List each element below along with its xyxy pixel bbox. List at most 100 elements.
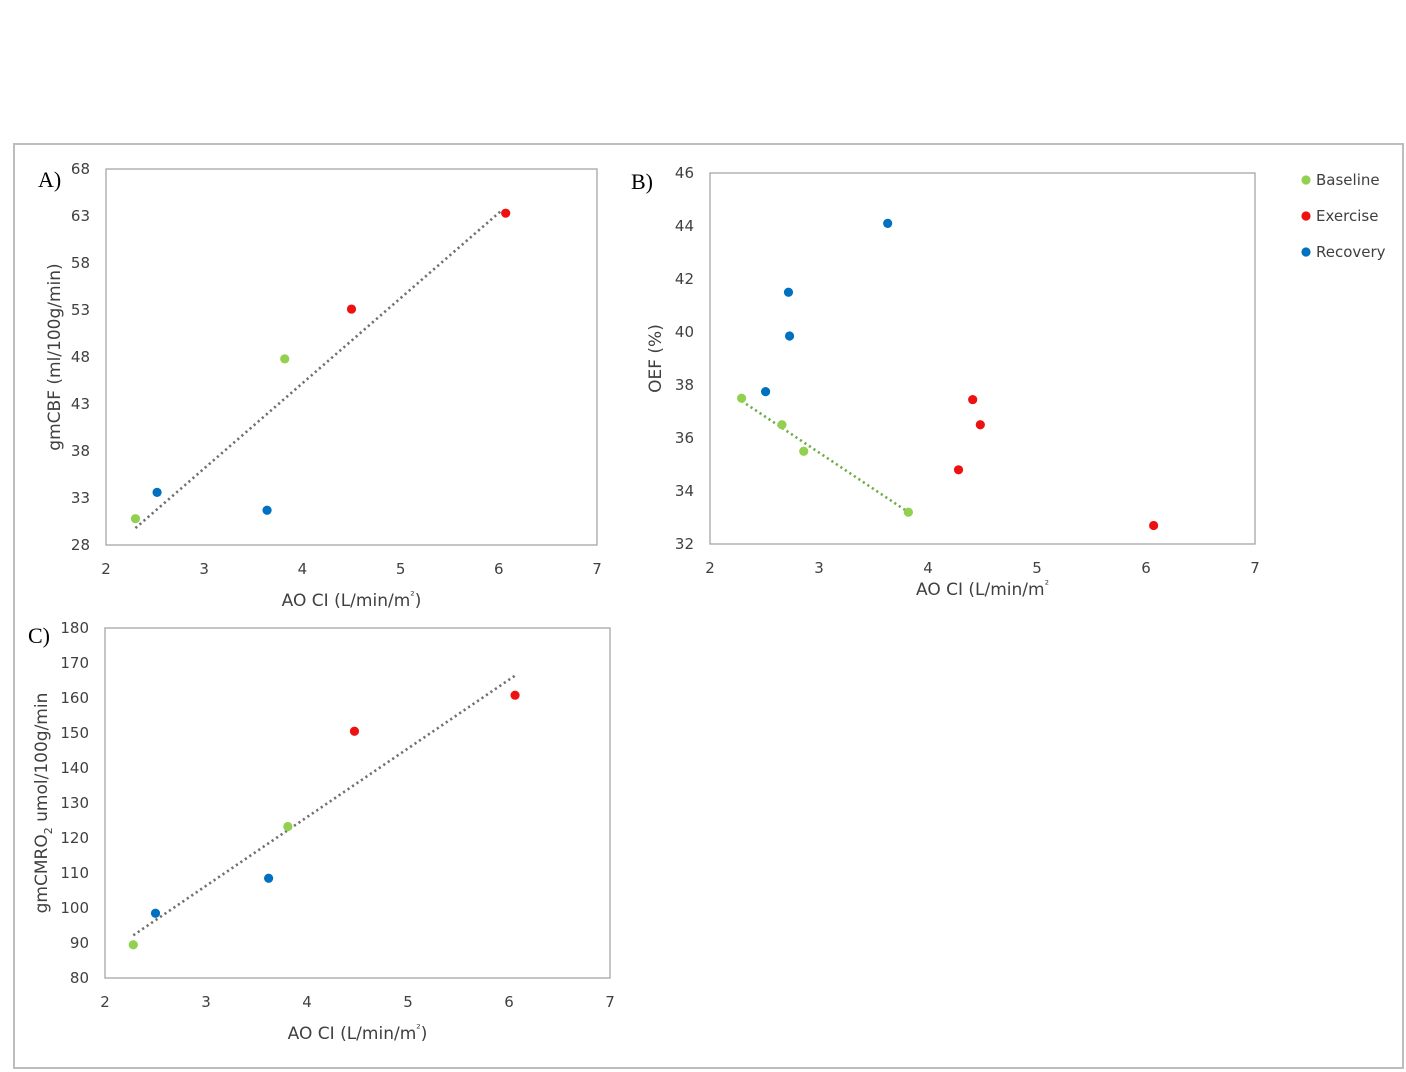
y-axis-title-subscript: 2 <box>42 827 55 834</box>
x-axis-title-text: AO CI (L/min/m <box>288 1024 417 1044</box>
trendline <box>132 674 516 937</box>
data-point-recovery <box>264 873 274 883</box>
x-tick-label: 4 <box>302 993 312 1011</box>
y-tick-label: 28 <box>71 536 90 554</box>
legend-marker-baseline <box>1301 175 1311 185</box>
y-tick-label: 160 <box>60 689 89 707</box>
legend-label-exercise: Exercise <box>1316 207 1378 225</box>
data-point-baseline <box>903 507 913 517</box>
y-axis-title: gmCMRO2 umol/100g/min <box>32 693 55 914</box>
y-axis-title: OEF (%) <box>646 324 666 393</box>
y-tick-label: 38 <box>71 442 90 460</box>
x-tick-label: 6 <box>1141 559 1151 577</box>
y-tick-label: 150 <box>60 724 89 742</box>
x-axis-title-text: AO CI (L/min/m <box>282 591 411 611</box>
data-point-exercise <box>953 465 964 475</box>
x-axis-title-text-end: ) <box>415 591 422 611</box>
data-point-exercise <box>510 690 520 700</box>
plot-area <box>105 168 598 546</box>
data-point-baseline <box>280 354 290 364</box>
data-point-baseline <box>777 420 787 430</box>
x-tick-label: 2 <box>100 993 110 1011</box>
data-point-recovery <box>152 487 162 497</box>
x-axis-title: AO CI (L/min/m²) <box>288 1022 428 1044</box>
y-tick-label: 63 <box>71 207 90 225</box>
data-point-exercise <box>975 420 985 430</box>
data-point-baseline <box>799 446 809 456</box>
y-tick-label: 58 <box>71 254 90 272</box>
plot-area <box>709 172 1256 545</box>
x-tick-label: 7 <box>605 993 615 1011</box>
data-point-recovery <box>262 505 272 515</box>
panel-label: C) <box>28 623 50 648</box>
x-axis-title-text: AO CI (L/min/m <box>916 580 1045 600</box>
x-tick-label: 5 <box>1032 559 1042 577</box>
chart-panel-c: 80 90 100 110 120 130 140 150 160 170 180 2 3 4 5 6 7 AO … <box>28 619 615 1044</box>
data-point-recovery <box>760 387 771 397</box>
x-tick-label: 5 <box>403 993 413 1011</box>
data-point-baseline <box>128 940 138 950</box>
data-point-exercise <box>349 726 360 736</box>
y-tick-label: 34 <box>675 482 694 500</box>
y-tick-label: 36 <box>675 429 694 447</box>
x-tick-label: 4 <box>298 560 308 578</box>
x-tick-label: 3 <box>814 559 824 577</box>
y-tick-label: 120 <box>60 829 89 847</box>
legend: Baseline Exercise Recovery <box>1301 171 1386 261</box>
x-tick-label: 4 <box>923 559 933 577</box>
x-tick-label: 5 <box>396 560 406 578</box>
x-tick-label: 7 <box>1250 559 1260 577</box>
x-tick-label: 6 <box>504 993 514 1011</box>
x-axis-title: AO CI (L/min/m²) <box>282 589 422 611</box>
y-tick-label: 53 <box>71 301 90 319</box>
y-tick-label: 46 <box>675 164 694 182</box>
x-tick-label: 3 <box>201 993 211 1011</box>
x-tick-label: 6 <box>494 560 504 578</box>
y-tick-label: 100 <box>60 899 89 917</box>
data-point-exercise <box>1149 520 1159 531</box>
data-point-recovery <box>883 218 893 228</box>
y-tick-label: 32 <box>675 535 694 553</box>
y-axis-title-text-end: umol/100g/min <box>32 693 52 828</box>
x-axis-title-text-end: ) <box>421 1024 428 1044</box>
y-tick-label: 170 <box>60 654 89 672</box>
panel-label: A) <box>38 167 61 192</box>
legend-marker-exercise <box>1301 211 1311 221</box>
y-tick-label: 42 <box>675 270 694 288</box>
data-point-exercise <box>501 208 511 218</box>
data-point-exercise <box>346 304 357 314</box>
x-axis-title-superscript: ² <box>410 589 414 602</box>
legend-label-baseline: Baseline <box>1316 171 1380 189</box>
y-axis-title-text: gmCMRO <box>32 834 52 913</box>
y-tick-label: 140 <box>60 759 89 777</box>
y-tick-label: 48 <box>71 348 90 366</box>
data-point-baseline <box>737 393 747 403</box>
x-tick-label: 2 <box>705 559 715 577</box>
data-point-recovery <box>784 331 795 341</box>
panel-label: B) <box>631 169 653 194</box>
y-tick-label: 44 <box>675 217 694 235</box>
data-point-exercise <box>968 394 978 405</box>
data-point-baseline <box>130 514 141 524</box>
y-tick-label: 40 <box>675 323 694 341</box>
trendline <box>740 399 910 514</box>
x-tick-label: 2 <box>101 560 111 578</box>
plot-area <box>104 627 611 979</box>
y-tick-label: 180 <box>60 619 89 637</box>
chart-panel-a: 28 33 38 43 48 53 58 63 68 2 3 4 5 6 7 AO CI (L/min/m²)… <box>38 160 602 611</box>
y-tick-label: 130 <box>60 794 89 812</box>
data-point-baseline <box>283 821 293 832</box>
y-tick-label: 38 <box>675 376 694 394</box>
data-point-recovery <box>783 287 794 297</box>
x-tick-label: 3 <box>199 560 209 578</box>
x-axis-title-superscript: ² <box>1045 578 1049 591</box>
y-axis-title: gmCBF (ml/100g/min) <box>45 263 65 450</box>
y-tick-label: 110 <box>60 864 89 882</box>
y-tick-label: 33 <box>71 489 90 507</box>
y-tick-label: 43 <box>71 395 90 413</box>
y-tick-label: 90 <box>70 934 89 952</box>
legend-marker-recovery <box>1301 247 1311 257</box>
x-axis-title-superscript: ² <box>416 1022 420 1035</box>
